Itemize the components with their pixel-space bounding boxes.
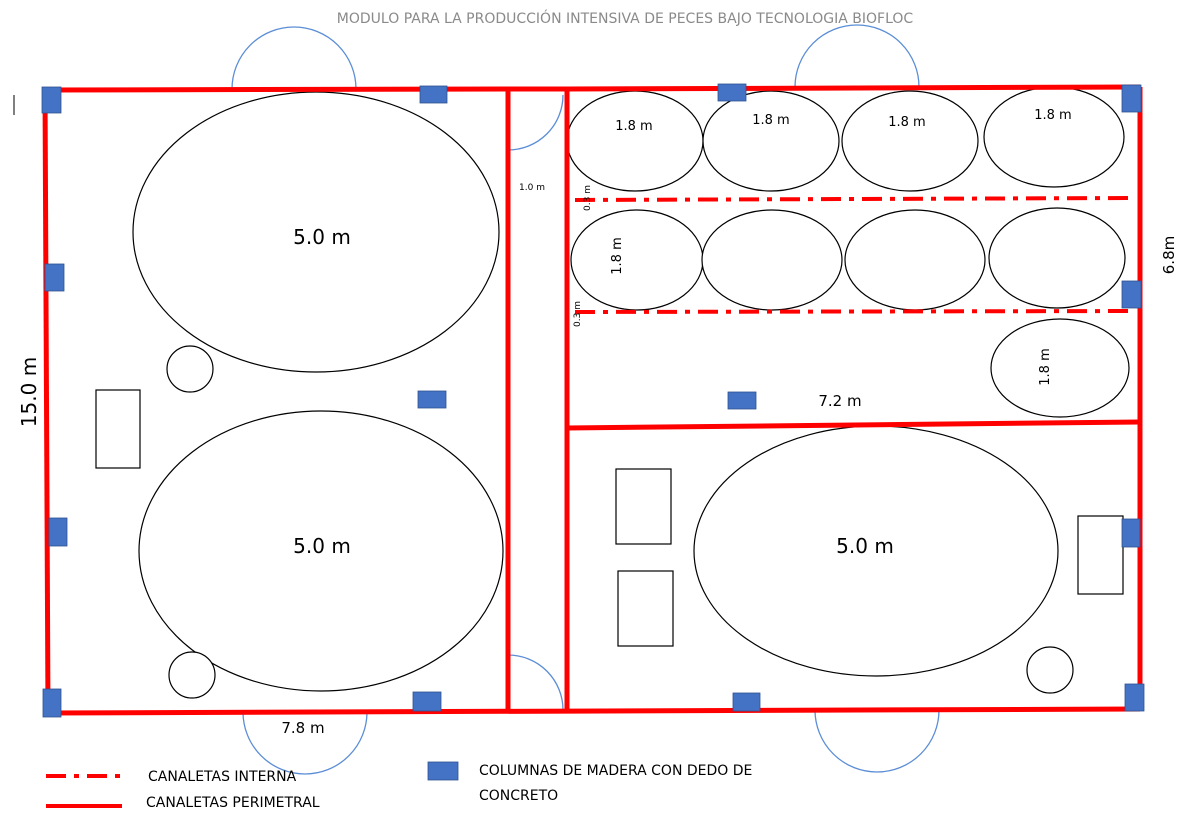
wall-hatchery-divider: [566, 419, 1141, 431]
door-top-right: [794, 24, 920, 88]
legend: CANALETAS INTERNA CANALETAS PERIMETRAL C…: [46, 761, 752, 811]
column: [1121, 280, 1142, 309]
equipment-box: [617, 570, 674, 647]
width-bottom-label: 7.8 m: [281, 719, 324, 737]
door-corridor-top: [507, 94, 564, 151]
large-tank-label: 5.0 m: [836, 534, 894, 558]
small-tank: [566, 90, 704, 192]
small-tank-label: 1.8 m: [1034, 108, 1071, 123]
column: [42, 688, 62, 718]
door-bottom-left: [242, 711, 368, 775]
small-tank: [990, 318, 1130, 418]
legend-column-swatch: [427, 761, 459, 781]
column: [1124, 683, 1145, 712]
settling-tank: [168, 651, 216, 699]
column: [48, 517, 68, 547]
legend-internal-label: CANALETAS INTERNA: [148, 769, 297, 785]
internal-channel: [574, 309, 1136, 314]
small-tank-label: 1.8 m: [610, 237, 625, 274]
small-tank: [702, 90, 840, 192]
internal-channels: [574, 196, 1136, 314]
column: [417, 390, 447, 409]
door-top-left: [231, 26, 357, 90]
legend-columns-label-2: CONCRETO: [479, 788, 558, 804]
door-bottom-right: [814, 709, 940, 773]
dimension-labels: 15.0 m 7.8 m 6.8m 7.2 m 1.0 m 0.3 m 0.3 …: [17, 183, 1178, 737]
settling-tanks: [166, 345, 1074, 699]
diagram-title: MODULO PARA LA PRODUCCIÓN INTENSIVA DE P…: [337, 9, 914, 27]
small-tank-label: 1.8 m: [1038, 348, 1053, 385]
settling-tank: [166, 345, 214, 393]
channel-gap-label: 0.3 m: [573, 301, 583, 327]
door-corridor-bottom: [507, 654, 564, 711]
wall-bottom: [47, 706, 1141, 716]
channel-gap-label: 0.3 m: [583, 185, 593, 211]
settling-tank: [1026, 646, 1074, 694]
doors: [231, 24, 940, 775]
column: [1121, 518, 1141, 548]
small-tank: [570, 209, 704, 311]
large-tanks: 5.0 m 5.0 m 5.0 m: [132, 91, 1059, 692]
wall-left: [42, 89, 51, 714]
column: [44, 263, 65, 292]
small-tank: [988, 207, 1126, 309]
column: [41, 86, 62, 114]
large-tank-label: 5.0 m: [293, 534, 351, 558]
column: [419, 85, 448, 104]
column: [412, 691, 442, 712]
large-tank: [132, 91, 500, 373]
small-tank-label: 1.8 m: [615, 119, 652, 134]
equipment-box: [615, 468, 672, 545]
large-tank-label: 5.0 m: [293, 225, 351, 249]
small-tank: [841, 90, 979, 192]
column: [1121, 84, 1142, 113]
legend-columns-label-1: COLUMNAS DE MADERA CON DEDO DE: [479, 763, 752, 779]
small-tank: [983, 86, 1125, 188]
internal-channel: [574, 196, 1133, 202]
small-tanks: 1.8 m 1.8 m 1.8 m 1.8 m 1.8 m 1.8 m: [566, 86, 1130, 418]
equipment-box: [1077, 515, 1124, 595]
columns: [41, 83, 1145, 718]
corridor-width-label: 1.0 m: [519, 183, 545, 193]
perimeter-channels: [42, 84, 1143, 716]
column: [717, 83, 747, 102]
wall-top-right: [566, 84, 1141, 92]
small-tank: [701, 209, 843, 311]
equipment-boxes: [95, 389, 1124, 647]
hatchery-width-label: 7.2 m: [818, 392, 861, 410]
small-tank: [844, 209, 986, 311]
small-tank-label: 1.8 m: [888, 115, 925, 130]
column: [732, 692, 761, 712]
height-right-label: 6.8m: [1160, 236, 1178, 274]
small-tank-label: 1.8 m: [752, 113, 789, 128]
height-left-label: 15.0 m: [17, 357, 41, 427]
large-tank: [138, 410, 504, 692]
equipment-box: [95, 389, 141, 469]
legend-perimeter-label: CANALETAS PERIMETRAL: [146, 795, 320, 811]
column: [727, 391, 757, 410]
